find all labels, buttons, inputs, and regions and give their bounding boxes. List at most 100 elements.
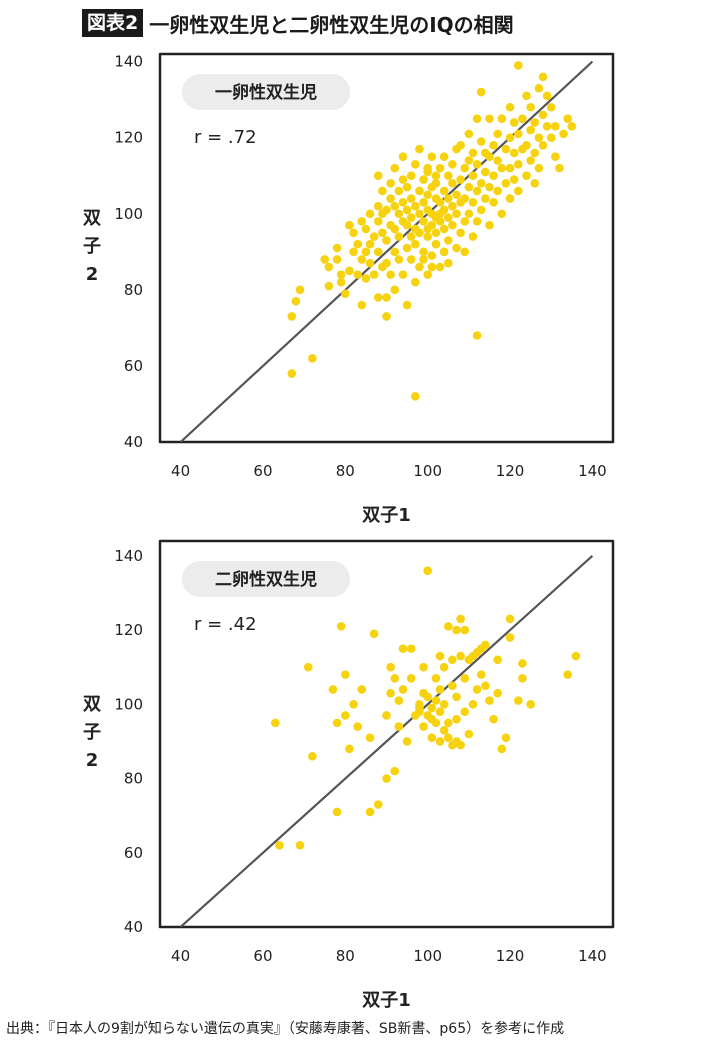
data-point [271, 718, 280, 728]
data-point [394, 232, 404, 241]
data-point [431, 228, 441, 238]
data-point [423, 566, 432, 575]
data-point [489, 198, 498, 207]
x-tick-label: 140 [578, 462, 607, 480]
data-point [559, 129, 568, 139]
data-point [320, 255, 330, 264]
data-point [460, 674, 470, 683]
data-point [472, 160, 482, 169]
y-tick-label: 80 [124, 770, 143, 788]
data-point [341, 289, 350, 298]
data-point [439, 662, 449, 672]
data-point [349, 700, 358, 709]
data-point [419, 255, 428, 264]
data-point [452, 190, 461, 200]
data-point [439, 725, 449, 735]
plot-frame [158, 539, 615, 929]
data-point [349, 247, 358, 257]
data-point [332, 255, 342, 264]
x-tick-label: 120 [496, 462, 525, 480]
data-point [456, 140, 465, 150]
data-point [571, 651, 581, 661]
data-point [406, 232, 416, 241]
data-point [456, 740, 465, 750]
data-point [373, 171, 383, 181]
y-axis-label-char: 双 [83, 694, 101, 715]
x-tick-label: 60 [253, 462, 272, 480]
figure-tag: 図表2 [82, 9, 144, 37]
data-point [509, 118, 519, 127]
data-point [530, 179, 540, 188]
data-point [509, 148, 519, 158]
data-point [382, 293, 391, 302]
data-point [406, 171, 416, 181]
data-point [402, 737, 412, 746]
data-point [308, 354, 317, 363]
data-point [361, 247, 371, 257]
data-point [406, 644, 416, 653]
data-point [427, 152, 437, 162]
data-point [443, 213, 453, 222]
data-point [378, 228, 387, 238]
source-note: 出典：『日本人の9割が知らない遺伝の真実』（安藤寿康著、SB新書、p65）を参考… [6, 1021, 565, 1037]
data-point [394, 209, 404, 219]
data-point [501, 179, 511, 188]
data-point [287, 312, 297, 321]
data-point [411, 239, 420, 249]
data-point [493, 156, 502, 165]
data-point [538, 72, 548, 82]
data-point [443, 171, 453, 181]
data-point [415, 228, 424, 238]
data-point [530, 118, 540, 127]
data-point [448, 220, 457, 230]
correlation-annotation: r = .72 [194, 127, 257, 148]
data-point [546, 102, 556, 112]
data-point [386, 688, 395, 698]
data-point [468, 700, 478, 709]
data-point [485, 114, 494, 123]
data-point [398, 198, 408, 207]
data-point [353, 239, 362, 249]
data-point [365, 807, 375, 817]
data-point [435, 737, 445, 746]
data-point [530, 148, 540, 158]
data-point [373, 217, 383, 226]
data-point [415, 262, 424, 272]
data-point [411, 201, 420, 211]
data-point [423, 232, 432, 241]
data-point [415, 209, 424, 219]
data-point [361, 274, 371, 283]
data-point [349, 228, 358, 238]
data-point [542, 91, 552, 101]
data-point [435, 262, 445, 272]
data-point [497, 209, 507, 219]
y-tick-label: 40 [124, 433, 143, 451]
data-point [357, 685, 367, 694]
data-point [505, 102, 515, 112]
data-point [456, 614, 465, 624]
scatter-chart-fraternal: 40 60 80 100 120 140 40 60 80 100 120 140 双子1 双子 2 二卵性双… [83, 539, 615, 1011]
data-point [443, 718, 453, 728]
x-axis-label: 双子1 [362, 990, 411, 1011]
x-tick-label: 40 [171, 462, 190, 480]
x-tick-label: 140 [578, 947, 607, 965]
data-point [382, 205, 391, 215]
x-tick-label: 40 [171, 947, 190, 965]
data-point [295, 285, 305, 295]
data-point [423, 163, 432, 173]
data-point [460, 194, 470, 203]
data-point [439, 186, 449, 196]
data-point [275, 841, 284, 850]
data-point [439, 205, 449, 215]
data-point [415, 144, 424, 154]
data-point [522, 140, 531, 150]
data-point [439, 152, 449, 162]
data-point [542, 121, 552, 131]
data-point [485, 696, 494, 705]
data-point [419, 662, 428, 672]
data-point [464, 729, 474, 739]
y-tick-label: 140 [114, 547, 143, 565]
data-point [386, 270, 395, 279]
data-point [468, 171, 478, 181]
data-point [522, 91, 531, 101]
